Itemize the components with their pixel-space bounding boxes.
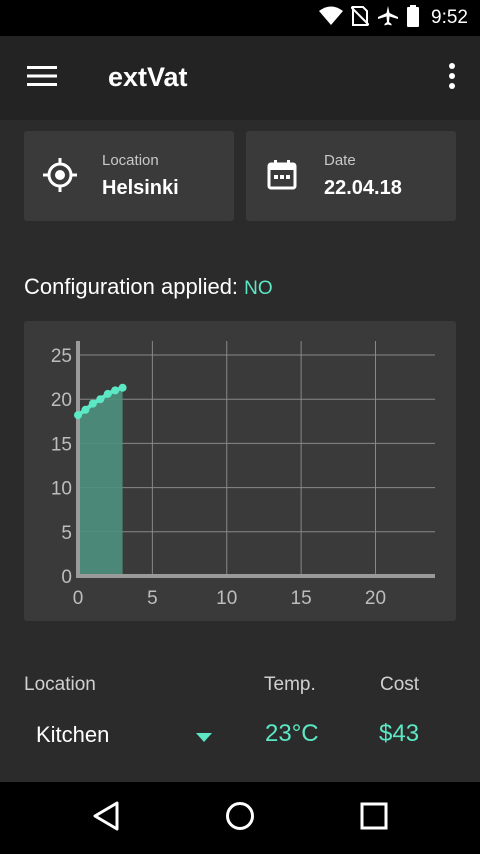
config-status: Configuration applied: NO <box>24 274 273 300</box>
more-vert-icon <box>448 62 456 94</box>
location-dropdown[interactable]: Kitchen <box>24 710 224 760</box>
app-title: extVat <box>108 62 188 92</box>
status-bar: 9:52 <box>0 0 480 36</box>
data-point <box>88 399 97 408</box>
data-point <box>96 395 105 404</box>
x-tick-label: 10 <box>216 588 237 609</box>
date-value: 22.04.18 <box>324 177 402 199</box>
y-tick-label: 15 <box>51 434 72 455</box>
temp-value: 23°C <box>265 720 319 747</box>
chart-card: 0 5 10 15 20 25 0 5 10 15 20 <box>24 321 456 621</box>
battery-icon <box>407 4 420 32</box>
temperature-chart: 0 5 10 15 20 25 0 5 10 15 20 <box>51 341 435 609</box>
dropdown-arrow-icon <box>196 730 212 748</box>
location-header: Location <box>24 674 96 695</box>
data-point <box>81 405 90 414</box>
config-label: Configuration applied: <box>24 274 239 299</box>
menu-icon <box>27 65 57 92</box>
y-tick-label: 5 <box>61 523 72 544</box>
location-label: Location <box>102 152 159 169</box>
wifi-icon <box>319 6 344 31</box>
temp-header: Temp. <box>264 674 316 695</box>
no-sim-icon <box>350 5 370 32</box>
y-tick-label: 10 <box>51 479 72 500</box>
data-point <box>111 386 120 395</box>
y-tick-label: 25 <box>51 346 72 367</box>
back-button[interactable] <box>84 798 128 838</box>
cost-value: $43 <box>379 720 420 747</box>
back-icon <box>92 801 120 836</box>
date-label: Date <box>324 152 356 169</box>
status-icons: 9:52 <box>319 0 468 36</box>
x-tick-label: 5 <box>147 588 158 609</box>
date-card[interactable]: Date 22.04.18 <box>246 131 456 221</box>
more-options-button[interactable] <box>444 60 460 96</box>
status-time: 9:52 <box>431 7 468 28</box>
recents-button[interactable] <box>352 798 396 838</box>
gps-icon <box>42 157 78 193</box>
calendar-icon <box>264 157 300 193</box>
app-bar: extVat <box>0 36 480 120</box>
location-selected: Kitchen <box>36 722 110 747</box>
location-card[interactable]: Location Helsinki <box>24 131 234 221</box>
airplane-icon <box>377 5 399 32</box>
x-tick-label: 15 <box>291 588 312 609</box>
x-tick-label: 0 <box>73 588 84 609</box>
data-point <box>74 411 82 420</box>
data-point <box>118 383 127 392</box>
cost-header: Cost <box>380 674 420 695</box>
data-point <box>103 389 112 398</box>
home-button[interactable] <box>218 798 262 838</box>
recents-icon <box>360 802 388 835</box>
x-tick-label: 20 <box>365 588 386 609</box>
area-fill <box>78 387 123 576</box>
home-icon <box>225 801 255 836</box>
y-tick-label: 0 <box>61 567 72 588</box>
config-value: NO <box>244 278 273 299</box>
menu-button[interactable] <box>22 62 62 94</box>
navigation-bar <box>0 782 480 854</box>
y-tick-label: 20 <box>51 390 72 411</box>
location-value: Helsinki <box>102 177 179 199</box>
